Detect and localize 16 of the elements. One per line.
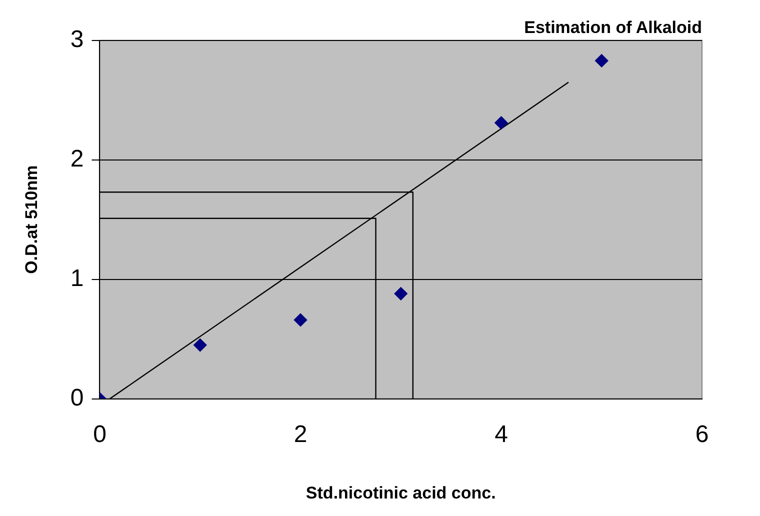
y-axis-title: O.D.at 510nm [22,165,41,274]
point [194,338,207,352]
point [394,287,408,300]
x-tick-label: 4 [494,420,508,448]
chart-title: Estimation of Alkaloid [524,18,702,37]
point [595,54,608,68]
x-tick-label: 2 [294,420,308,448]
y-tick-label: 2 [70,145,84,172]
y-tick-label: 3 [70,26,84,54]
y-tick-label: 0 [70,384,84,412]
x-tick-label: 0 [93,420,106,448]
x-axis-title: Std.nicotinic acid conc. [306,483,496,502]
x-tick-label: 6 [695,420,709,448]
point [494,116,508,130]
point [294,313,308,327]
y-tick-label: 1 [70,264,84,292]
